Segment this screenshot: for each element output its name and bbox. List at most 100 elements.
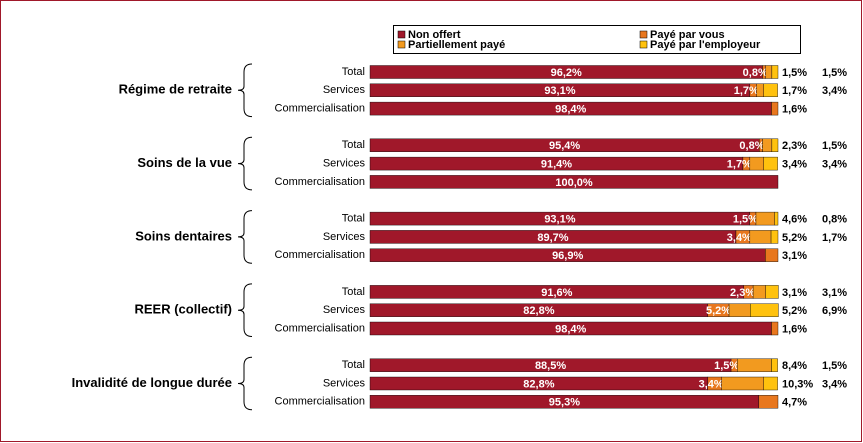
group-label: Invalidité de longue durée xyxy=(72,375,232,390)
value-label: 1,7% xyxy=(782,85,807,97)
value-label: 100,0% xyxy=(555,177,593,189)
value-label: 1,6% xyxy=(782,104,807,116)
value-label: 93,1% xyxy=(544,85,575,97)
value-label: 5,2% xyxy=(782,232,807,244)
row-label: Commercialisation xyxy=(275,396,365,408)
value-label: 95,4% xyxy=(549,140,580,152)
value-label: 95,3% xyxy=(549,397,580,409)
value-label: 98,4% xyxy=(555,104,586,116)
group-brace xyxy=(237,356,253,411)
bar-segment xyxy=(762,138,773,153)
value-label: 3,1% xyxy=(782,250,807,262)
value-label: 4,7% xyxy=(782,397,807,409)
bar-segment xyxy=(749,230,772,244)
value-label: 6,9% xyxy=(822,305,847,317)
group-label: Régime de retraite xyxy=(119,82,232,97)
group-label: Soins de la vue xyxy=(137,155,232,170)
value-label: 96,2% xyxy=(551,67,582,79)
value-label: 1,7% xyxy=(822,232,847,244)
value-label: 1,5% xyxy=(714,360,739,372)
value-label: 88,5% xyxy=(535,360,566,372)
row-label: Commercialisation xyxy=(275,322,365,334)
bar-segment xyxy=(758,395,779,409)
row-label: Total xyxy=(342,286,365,298)
value-label: 1,7% xyxy=(734,85,759,97)
bar-segment xyxy=(771,358,778,372)
value-label: 0,8% xyxy=(743,67,768,79)
bar-segment xyxy=(749,156,764,171)
bar-segment xyxy=(752,285,766,299)
row-label: Services xyxy=(323,304,366,316)
group-brace xyxy=(237,63,253,118)
legend-swatch xyxy=(397,30,406,39)
value-label: 3,4% xyxy=(822,378,847,390)
value-label: 82,8% xyxy=(523,305,554,317)
row-label: Total xyxy=(342,213,365,225)
row-label: Commercialisation xyxy=(275,103,365,115)
legend-swatch xyxy=(639,40,648,49)
row-label: Services xyxy=(323,84,366,96)
bar-segment xyxy=(765,248,779,262)
value-label: 3,4% xyxy=(727,232,752,244)
bar-segment xyxy=(763,83,778,98)
value-label: 93,1% xyxy=(544,214,575,226)
value-label: 2,3% xyxy=(730,287,755,299)
value-label: 3,1% xyxy=(822,287,847,299)
bar-segment xyxy=(737,358,772,372)
value-label: 3,4% xyxy=(782,159,807,171)
bar-segment xyxy=(728,303,751,317)
row-label: Total xyxy=(342,139,365,151)
bar-segment xyxy=(755,211,775,226)
legend-label: Payé par vous xyxy=(650,29,725,41)
row-label: Commercialisation xyxy=(275,176,365,188)
group-label: REER (collectif) xyxy=(134,302,232,317)
bar-segment xyxy=(763,376,778,391)
value-label: 1,5% xyxy=(822,360,847,372)
row-label: Services xyxy=(323,377,366,389)
value-label: 10,3% xyxy=(782,378,813,390)
legend-label: Payé par l'employeur xyxy=(650,39,761,51)
value-label: 1,6% xyxy=(782,323,807,335)
value-label: 1,5% xyxy=(822,67,847,79)
value-label: 82,8% xyxy=(523,378,554,390)
group-brace xyxy=(237,136,253,191)
row-label: Services xyxy=(323,231,366,243)
value-label: 89,7% xyxy=(537,232,568,244)
group-brace xyxy=(237,283,253,337)
value-label: 4,6% xyxy=(782,214,807,226)
value-label: 1,5% xyxy=(822,140,847,152)
legend-box xyxy=(393,25,801,54)
bar-segment xyxy=(770,230,779,244)
value-label: 91,4% xyxy=(541,159,572,171)
value-label: 3,1% xyxy=(782,287,807,299)
value-label: 91,6% xyxy=(541,287,572,299)
value-label: 96,9% xyxy=(552,250,583,262)
legend-swatch xyxy=(397,40,406,49)
group-brace xyxy=(237,210,253,264)
value-label: 98,4% xyxy=(555,323,586,335)
value-label: 1,7% xyxy=(727,159,752,171)
legend-swatch xyxy=(639,30,648,39)
row-label: Total xyxy=(342,66,365,78)
bar-segment xyxy=(765,65,773,79)
bar-segment xyxy=(771,101,779,116)
bar-segment xyxy=(721,376,764,391)
value-label: 3,4% xyxy=(699,378,724,390)
value-label: 5,2% xyxy=(706,305,731,317)
bar-segment xyxy=(369,175,779,189)
bar-segment xyxy=(765,285,779,299)
value-label: 0,8% xyxy=(739,140,764,152)
value-label: 0,8% xyxy=(822,214,847,226)
value-label: 5,2% xyxy=(782,305,807,317)
value-label: 3,4% xyxy=(822,85,847,97)
row-label: Total xyxy=(342,359,365,371)
bar-segment xyxy=(750,303,779,317)
bar-segment xyxy=(771,138,779,153)
row-label: Services xyxy=(323,158,366,170)
value-label: 2,3% xyxy=(782,140,807,152)
legend-label: Partiellement payé xyxy=(408,39,505,51)
bar-segment xyxy=(774,211,779,226)
bar-segment xyxy=(756,83,764,98)
value-label: 8,4% xyxy=(782,360,807,372)
